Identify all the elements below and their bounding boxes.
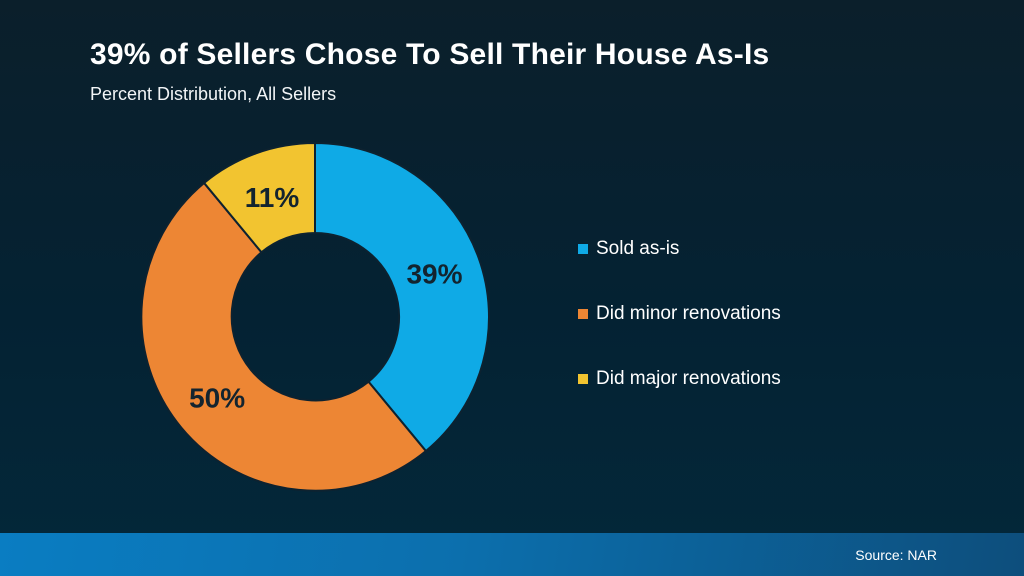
legend-swatch-major-renovations xyxy=(578,374,588,384)
slice-value-label: 50% xyxy=(189,383,245,414)
legend-item-minor-renovations: Did minor renovations xyxy=(578,301,781,327)
donut-slice-sold-as-is xyxy=(314,142,490,453)
chart-legend: Sold as-is Did minor renovations Did maj… xyxy=(578,236,781,431)
slice-value-label: 39% xyxy=(406,259,462,290)
legend-label-minor-renovations: Did minor renovations xyxy=(596,303,781,324)
donut-slice-did-minor-renovations xyxy=(140,181,427,492)
legend-item-sold-as-is: Sold as-is xyxy=(578,236,781,262)
donut-chart: 39% 50% 11% xyxy=(140,142,490,492)
slide-header: 39% of Sellers Chose To Sell Their House… xyxy=(90,38,769,104)
legend-item-major-renovations: Did major renovations xyxy=(578,366,781,392)
source-text: Source: NAR xyxy=(855,546,937,563)
legend-swatch-sold-as-is xyxy=(578,244,588,254)
legend-label-major-renovations: Did major renovations xyxy=(596,368,781,389)
page-subtitle: Percent Distribution, All Sellers xyxy=(90,84,337,104)
legend-swatch-minor-renovations xyxy=(578,309,588,319)
legend-label-sold-as-is: Sold as-is xyxy=(596,238,680,259)
page-title: 39% of Sellers Chose To Sell Their House… xyxy=(90,38,770,71)
donut-slice-did-major-renovations xyxy=(203,142,316,254)
slice-value-label: 11% xyxy=(245,182,300,213)
footer-bar: Source: NAR xyxy=(0,533,1024,576)
